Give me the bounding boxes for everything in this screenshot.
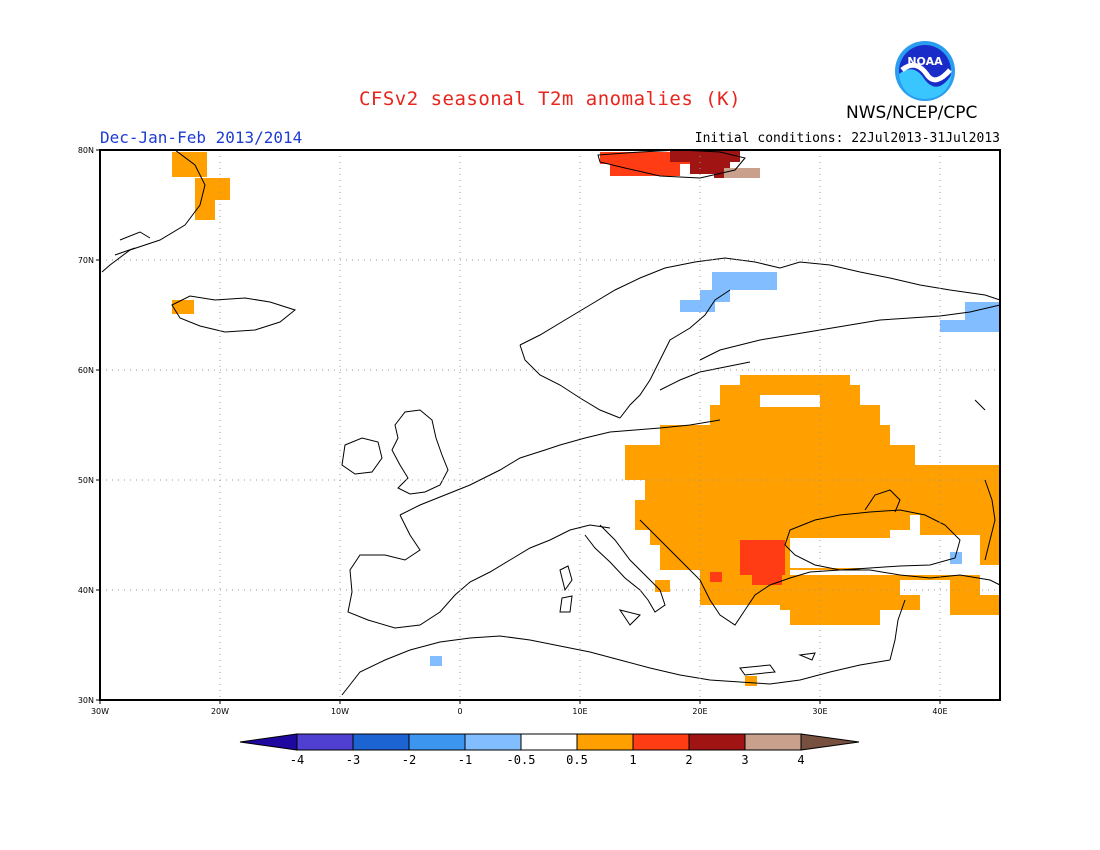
- anomaly-cell: [760, 395, 820, 407]
- anomaly-cell: [745, 676, 757, 686]
- anomaly-cell: [950, 595, 1000, 615]
- lon-tick-label: 0: [457, 707, 462, 716]
- colorbar-upper-extend: [800, 733, 860, 751]
- colorbar-swatch: [408, 733, 466, 751]
- lon-tick-label: 10W: [331, 707, 349, 716]
- anomaly-cell: [920, 515, 1000, 535]
- colorbar-label: 3: [741, 753, 748, 767]
- colorbar-label: -0.5: [507, 753, 536, 767]
- anomaly-cells: [172, 150, 1000, 686]
- anomaly-cell: [645, 480, 1000, 500]
- colorbar-swatch: [464, 733, 522, 751]
- anomaly-cell: [670, 150, 740, 162]
- anomaly-cell: [900, 580, 950, 595]
- map-frame: [99, 149, 1001, 701]
- anomaly-cell: [600, 152, 690, 164]
- noaa-logo: NOAA: [894, 40, 956, 102]
- anomaly-cell: [980, 535, 1000, 565]
- anomaly-cell: [172, 300, 194, 314]
- colorbar-lower-extend: [239, 733, 298, 751]
- anomaly-cell: [710, 572, 722, 582]
- colorbar-label: 1: [629, 753, 636, 767]
- lat-tick-label: 70N: [78, 256, 94, 265]
- anomaly-cell: [965, 302, 1000, 332]
- colorbar-swatch: [352, 733, 410, 751]
- lon-tick-label: 20E: [692, 707, 707, 716]
- colorbar-label: -1: [458, 753, 472, 767]
- anomaly-cell: [430, 656, 442, 666]
- anomaly-cell: [625, 465, 1000, 480]
- lat-tick-label: 50N: [78, 476, 94, 485]
- anomaly-cell: [740, 375, 850, 387]
- anomaly-cell: [635, 515, 910, 530]
- lat-tick-label: 80N: [78, 146, 94, 155]
- anomaly-cell: [195, 200, 215, 220]
- lon-tick-label: 20W: [211, 707, 229, 716]
- anomaly-cell: [712, 272, 777, 290]
- map-title: CFSv2 seasonal T2m anomalies (K): [358, 88, 742, 110]
- anomaly-cell: [715, 168, 760, 178]
- latitude-ticks: 80N 70N 60N 50N 40N 30N: [78, 146, 100, 705]
- colorbar-swatch: [632, 733, 690, 751]
- anomaly-cell: [714, 168, 724, 178]
- lat-tick-label: 30N: [78, 696, 94, 705]
- anomaly-cell: [195, 178, 230, 200]
- colorbar-label: 2: [685, 753, 692, 767]
- lon-tick-label: 40E: [932, 707, 947, 716]
- colorbar-swatch: [296, 733, 354, 751]
- anomaly-cell: [680, 300, 715, 312]
- anomaly-cell: [700, 290, 730, 302]
- lon-tick-label: 30W: [91, 707, 109, 716]
- lon-tick-label: 30E: [812, 707, 827, 716]
- agency-credit: NWS/NCEP/CPC: [846, 103, 978, 123]
- colorbar-label: -3: [346, 753, 360, 767]
- anomaly-cell: [635, 500, 1000, 515]
- colorbar-label: -2: [402, 753, 416, 767]
- anomaly-cell: [660, 425, 890, 445]
- season-label: Dec-Jan-Feb 2013/2014: [100, 128, 303, 147]
- lat-tick-label: 60N: [78, 366, 94, 375]
- colorbar-swatch: [576, 733, 634, 751]
- colorbar-label: 0.5: [566, 753, 588, 767]
- anomaly-cell: [710, 405, 880, 425]
- map-grid: [100, 150, 1000, 700]
- anomaly-cell: [752, 575, 782, 585]
- lon-tick-label: 10E: [572, 707, 587, 716]
- initial-conditions-label: Initial conditions: 22Jul2013-31Jul2013: [694, 131, 1000, 146]
- anomaly-cell: [740, 540, 785, 575]
- anomaly-cell: [655, 580, 670, 592]
- colorbar-label: -4: [290, 753, 304, 767]
- colorbar-swatch: [520, 733, 578, 751]
- anomaly-cell: [950, 552, 962, 564]
- anomaly-cell: [940, 320, 965, 332]
- anomaly-cell: [172, 152, 207, 177]
- anomaly-cell: [625, 445, 915, 465]
- noaa-logo-text: NOAA: [907, 55, 943, 68]
- lat-tick-label: 40N: [78, 586, 94, 595]
- anomaly-cell: [790, 538, 910, 568]
- anomaly-cell: [780, 595, 920, 610]
- colorbar-swatch: [688, 733, 746, 751]
- anomaly-cell: [790, 610, 880, 625]
- colorbar: -4 -3 -2 -1 -0.5 0.5 1 2 3 4: [239, 733, 860, 767]
- longitude-ticks: 30W 20W 10W 0 10E 20E 30E 40E: [91, 700, 948, 716]
- colorbar-label: 4: [797, 753, 804, 767]
- coastlines: [101, 149, 1001, 696]
- anomaly-cell: [610, 164, 680, 176]
- colorbar-swatch: [744, 733, 802, 751]
